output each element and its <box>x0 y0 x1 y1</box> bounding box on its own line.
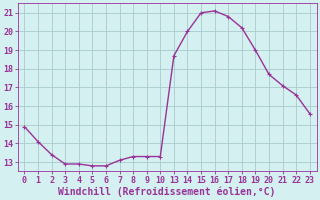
X-axis label: Windchill (Refroidissement éolien,°C): Windchill (Refroidissement éolien,°C) <box>58 186 276 197</box>
